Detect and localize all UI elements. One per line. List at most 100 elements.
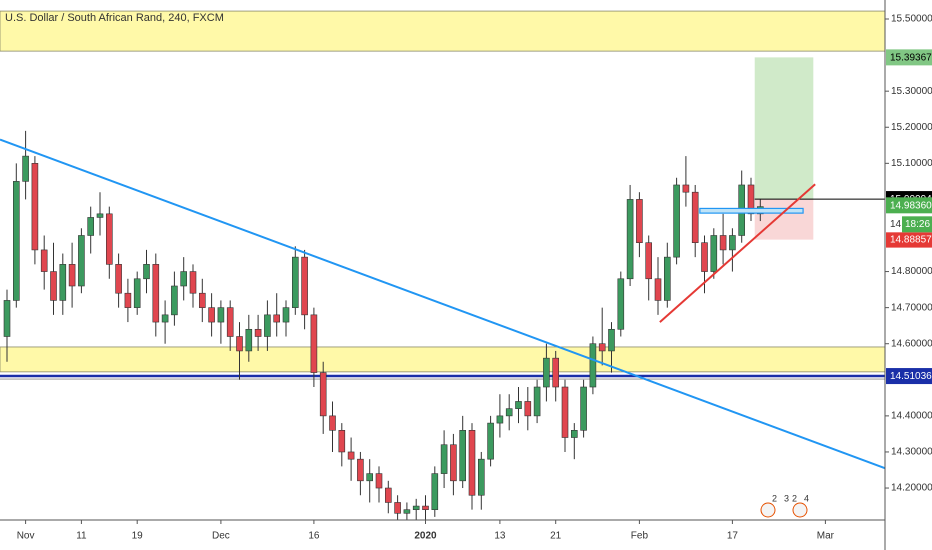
candle-body (245, 328, 253, 352)
candle-body (152, 264, 160, 323)
price-label: 14.98360 (890, 200, 932, 211)
candle-body (68, 264, 76, 287)
x-tick-label: Nov (17, 531, 35, 542)
candle-body (691, 191, 699, 244)
candle-body (301, 256, 308, 316)
price-label: 14.51036 (890, 371, 932, 382)
candle-body (264, 314, 271, 337)
zone (0, 346, 886, 373)
candle-body (347, 451, 355, 460)
y-tick-label: 14.70000 (891, 302, 932, 313)
candle-body (143, 264, 150, 280)
candle-body (31, 163, 39, 251)
candle-body (552, 357, 560, 388)
candle-body (366, 473, 374, 482)
y-tick-label: 15.30000 (891, 86, 932, 97)
candle-body (543, 357, 550, 388)
event-icon (792, 502, 808, 518)
x-tick-label: 17 (727, 531, 739, 542)
candle-body (96, 213, 104, 218)
candle-body (505, 408, 513, 417)
x-tick-label: Dec (212, 531, 230, 542)
candle-body (59, 264, 67, 301)
candle-body (208, 307, 215, 323)
candle-body (450, 444, 457, 482)
candle-body (87, 217, 94, 236)
candle-body (217, 307, 225, 323)
countdown-time-box (902, 216, 932, 233)
candle-body (254, 328, 262, 337)
candle-body (617, 278, 625, 330)
candle-body (375, 473, 383, 489)
loss-zone (754, 199, 814, 240)
candle-body (682, 184, 690, 193)
candle-body (524, 401, 532, 417)
y-tick-label: 14.20000 (891, 483, 932, 494)
candle-body (357, 458, 364, 482)
candle-body (171, 285, 178, 316)
candle-body (608, 328, 615, 352)
candle-body (459, 430, 467, 482)
x-tick-label: 19 (132, 531, 144, 542)
chart-title: U.S. Dollar / South African Rand, 240, F… (5, 12, 224, 24)
candle-body (226, 307, 234, 337)
x-tick-label: 21 (550, 531, 562, 542)
candle-body (636, 199, 643, 244)
candle-body (124, 292, 132, 308)
y-tick-label: 14.30000 (891, 447, 932, 458)
candle-body (598, 343, 606, 352)
candle-body (384, 487, 392, 503)
candle-body (561, 386, 569, 438)
x-tick-label: Feb (631, 531, 649, 542)
price-label: 15.39367 (890, 53, 932, 64)
candle-body (310, 314, 318, 373)
candle-body (440, 444, 448, 474)
zone (0, 10, 886, 52)
candle-body (422, 505, 429, 510)
x-tick-label: Mar (817, 531, 835, 542)
candle-body (338, 430, 346, 453)
candle-body (580, 386, 587, 431)
candle-body (189, 271, 197, 294)
candle-body (570, 430, 578, 438)
candle-body (468, 430, 476, 496)
candle-body (412, 505, 420, 510)
candle-body (106, 213, 113, 265)
x-tick-label: 11 (76, 531, 87, 542)
y-tick-label: 15.10000 (891, 158, 932, 169)
candle-body (654, 278, 662, 301)
candle-body (78, 235, 85, 287)
range-box (699, 207, 804, 214)
candle-body (673, 184, 680, 258)
candle-body (589, 343, 597, 388)
candle-body (431, 473, 439, 510)
candle-body (3, 300, 11, 337)
candle-body (329, 415, 336, 431)
event-count: 4 (804, 493, 809, 503)
candle-body (273, 314, 281, 323)
event-count: 3 (784, 493, 789, 503)
candle-body (291, 256, 299, 308)
candle-body (319, 372, 327, 417)
candle-body (701, 242, 708, 272)
candle-body (50, 271, 57, 301)
price-label-box (886, 197, 932, 214)
candle-body (199, 292, 206, 308)
candle-body (719, 235, 727, 251)
candle-body (515, 401, 522, 409)
y-tick-label: 14.40000 (891, 411, 932, 422)
y-tick-label: 14.60000 (891, 338, 932, 349)
candle-body (626, 199, 634, 280)
candle-body (13, 181, 20, 301)
candle-body (487, 422, 494, 460)
candle-body (394, 502, 401, 514)
candle-body (729, 235, 736, 251)
candle-body (645, 242, 653, 280)
candle-body (710, 235, 718, 272)
event-icon (760, 502, 776, 518)
profit-zone (754, 57, 814, 200)
event-count: 2 (772, 493, 777, 503)
candle-body (40, 249, 48, 272)
plot-area (0, 10, 886, 521)
